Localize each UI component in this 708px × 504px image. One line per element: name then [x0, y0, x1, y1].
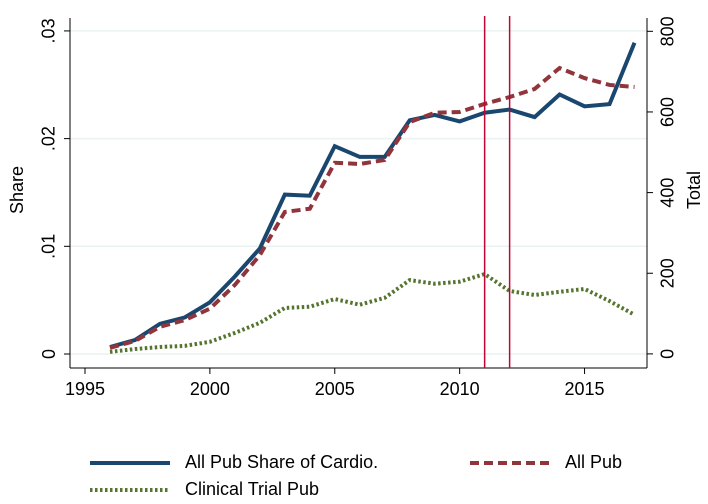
x-tick-label: 2010: [440, 379, 480, 399]
y2-tick-label: 200: [658, 258, 678, 288]
y2-tick-label: 600: [658, 97, 678, 127]
legend-label: All Pub Share of Cardio.: [185, 452, 378, 472]
x-tick-label: 2015: [565, 379, 605, 399]
series-line: [109, 42, 637, 349]
y2-axis-label: Total: [684, 171, 704, 209]
x-tick-label: 1995: [65, 379, 105, 399]
legend-label: Clinical Trial Pub: [185, 479, 319, 499]
y-tick-label: .01: [39, 234, 59, 259]
x-tick-label: 2000: [190, 379, 230, 399]
y-tick-label: .02: [39, 126, 59, 151]
y-axis-label: Share: [7, 166, 27, 214]
series-line: [109, 65, 635, 350]
y-tick-label: 0: [39, 349, 59, 359]
y2-tick-label: 400: [658, 178, 678, 208]
x-tick-label: 2005: [315, 379, 355, 399]
y2-tick-label: 0: [658, 349, 678, 359]
series-line: [109, 271, 636, 354]
y-tick-label: .03: [39, 18, 59, 43]
legend-label: All Pub: [565, 452, 622, 472]
y2-tick-label: 800: [658, 16, 678, 46]
